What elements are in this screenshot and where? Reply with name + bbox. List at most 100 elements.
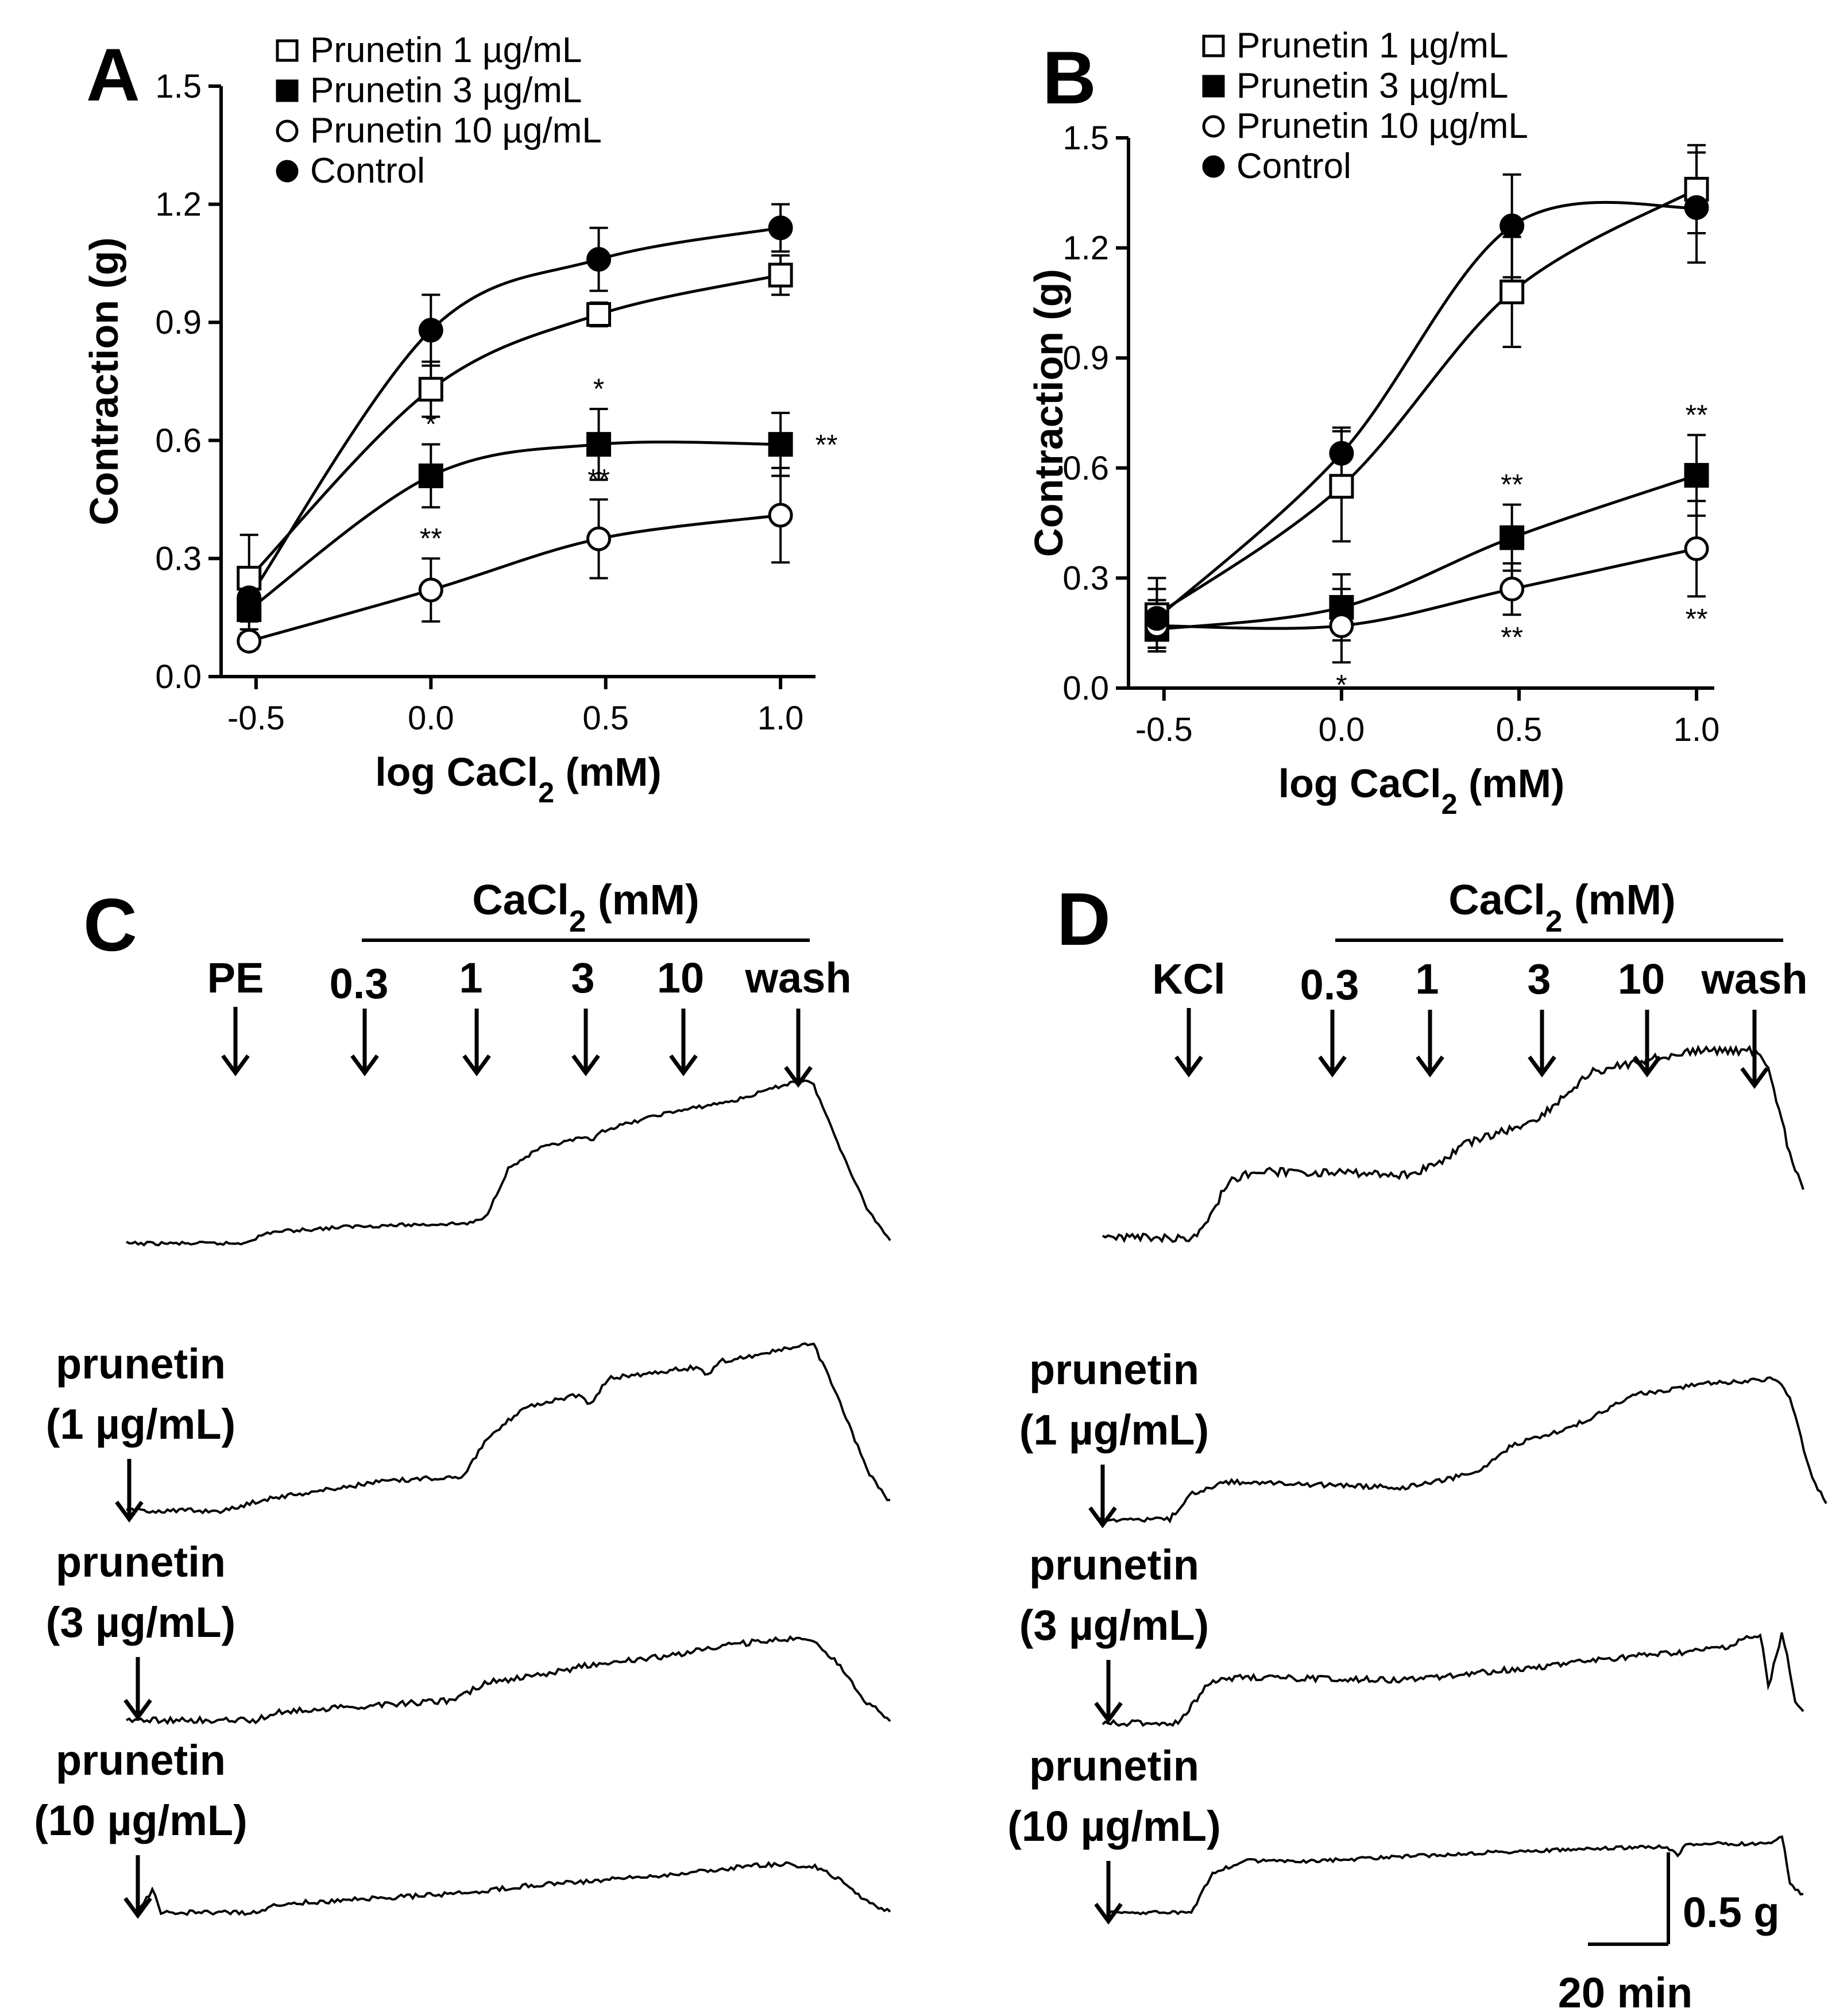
- series-line: [1155, 200, 1697, 620]
- tension-trace: [126, 1635, 891, 1725]
- tension-trace: [126, 1342, 890, 1515]
- scale-bar-force-label: 0.5 g: [1683, 1888, 1780, 1936]
- dose-label: wash: [1701, 955, 1807, 1003]
- data-point: [1499, 279, 1525, 304]
- significance-mark: *: [426, 408, 436, 441]
- arrow-head: [1528, 1055, 1556, 1077]
- legend-marker: [276, 79, 299, 102]
- y-tick-label: 0.6: [155, 422, 202, 459]
- series-line: [1156, 188, 1698, 616]
- y-tick-label: 0.9: [155, 304, 202, 341]
- arrow-head: [1088, 1506, 1117, 1528]
- row-label-compound: prunetin: [1029, 1541, 1199, 1589]
- arrow-head: [1740, 1067, 1769, 1089]
- agonist-label: PE: [207, 954, 264, 1002]
- data-point: [1144, 606, 1169, 631]
- arrow-head: [221, 1054, 250, 1076]
- legend-label: Control: [310, 151, 425, 191]
- arrow-head: [350, 1054, 379, 1076]
- legend-label: Prunetin 1 µg/mL: [310, 30, 582, 70]
- arrow-head: [571, 1054, 600, 1076]
- data-point: [418, 318, 443, 343]
- dose-label: 0.3: [1300, 961, 1359, 1009]
- tension-trace: [1096, 1376, 1827, 1524]
- arrow-head: [123, 1897, 152, 1919]
- data-point: [1684, 463, 1709, 488]
- row-label-compound: prunetin: [1029, 1346, 1199, 1393]
- legend-marker: [1202, 115, 1225, 138]
- y-tick-label: 1.5: [155, 68, 202, 105]
- panel-letter: C: [83, 883, 137, 967]
- significance-mark: **: [770, 432, 792, 464]
- data-point: [1684, 195, 1709, 220]
- cacl2-header: CaCl2 (mM): [1448, 876, 1676, 939]
- y-tick-label: 0.0: [1062, 670, 1109, 707]
- data-point: [418, 377, 443, 402]
- data-point: [768, 432, 793, 457]
- arrow-head: [1174, 1055, 1203, 1077]
- row-label-dose: (1 µg/mL): [1019, 1406, 1209, 1454]
- legend-label: Prunetin 10 µg/mL: [1236, 106, 1528, 146]
- y-axis-title: Contraction (g): [1026, 269, 1071, 557]
- dose-label: 1: [1415, 955, 1439, 1003]
- significance-mark: *: [1336, 669, 1347, 701]
- row-label-compound: prunetin: [56, 1736, 226, 1784]
- legend-marker: [276, 119, 299, 142]
- y-axis-title: Contraction (g): [82, 237, 126, 526]
- row-label-dose: (10 µg/mL): [34, 1797, 248, 1844]
- data-point: [586, 302, 612, 327]
- x-axis-title: log CaCl2 (mM): [375, 750, 662, 809]
- arrow-head: [784, 1065, 813, 1088]
- panel-a-chart: A 0.0 0.3 0.6 0.9 1.2 1.5 -0.5 0.0 0.5 1.0 log CaCl…: [82, 30, 838, 809]
- dose-label: 3: [571, 954, 594, 1002]
- data-point: [237, 628, 262, 654]
- y-tick-label: 0.6: [1062, 450, 1109, 487]
- dose-label: wash: [744, 954, 851, 1002]
- panel-d-traces: D CaCl2 (mM) KCl 0.3 1 3 10 wash prunetin (1 µg/m…: [1007, 876, 1827, 1925]
- data-point: [1499, 525, 1525, 550]
- legend-label: Prunetin 10 µg/mL: [310, 111, 602, 150]
- y-tick-label: 1.5: [1062, 119, 1109, 157]
- dose-label: 0.3: [330, 960, 389, 1007]
- significance-mark: **: [1501, 621, 1523, 653]
- tension-trace: [1102, 1632, 1804, 1727]
- x-tick-label: -0.5: [1135, 711, 1193, 748]
- arrow-head: [1094, 1701, 1123, 1724]
- arrow-head: [1633, 1055, 1661, 1077]
- data-point: [768, 262, 793, 288]
- dose-label: 3: [1527, 955, 1551, 1003]
- arrow-head: [1094, 1902, 1123, 1925]
- series-line: [248, 226, 781, 599]
- cacl2-header: CaCl2 (mM): [472, 876, 699, 939]
- data-point: [1499, 213, 1525, 238]
- data-point: [418, 463, 443, 488]
- data-point: [1684, 536, 1709, 561]
- arrow-head: [669, 1054, 698, 1076]
- dose-label: 10: [1618, 955, 1665, 1003]
- x-tick-label: 1.0: [1674, 711, 1720, 748]
- tension-trace: [1102, 1044, 1804, 1243]
- x-tick-label: -0.5: [227, 700, 285, 737]
- series-line: [248, 441, 781, 611]
- y-tick-label: 0.3: [1062, 559, 1109, 597]
- tension-trace: [126, 1079, 891, 1247]
- row-label-dose: (10 µg/mL): [1007, 1802, 1221, 1850]
- significance-mark: **: [588, 464, 610, 496]
- dose-label: 10: [657, 954, 704, 1002]
- x-tick-label: 0.5: [582, 700, 629, 737]
- significance-mark: **: [1686, 603, 1708, 635]
- legend-label: Prunetin 1 µg/mL: [1236, 26, 1508, 65]
- panel-c-traces: C CaCl2 (mM) PE 0.3 1 3 10 wash prunetin (1 µg/mL…: [34, 876, 891, 1919]
- legend-label: Control: [1236, 146, 1351, 186]
- data-point: [1329, 441, 1354, 466]
- row-label-compound: prunetin: [56, 1538, 226, 1586]
- tension-trace: [137, 1861, 891, 1917]
- data-point: [1499, 577, 1525, 602]
- arrow-head: [1318, 1055, 1347, 1077]
- significance-mark: **: [1501, 469, 1523, 501]
- agonist-label: KCl: [1152, 955, 1225, 1003]
- legend-marker: [276, 160, 299, 183]
- panel-letter: A: [86, 33, 140, 117]
- data-point: [1329, 474, 1354, 499]
